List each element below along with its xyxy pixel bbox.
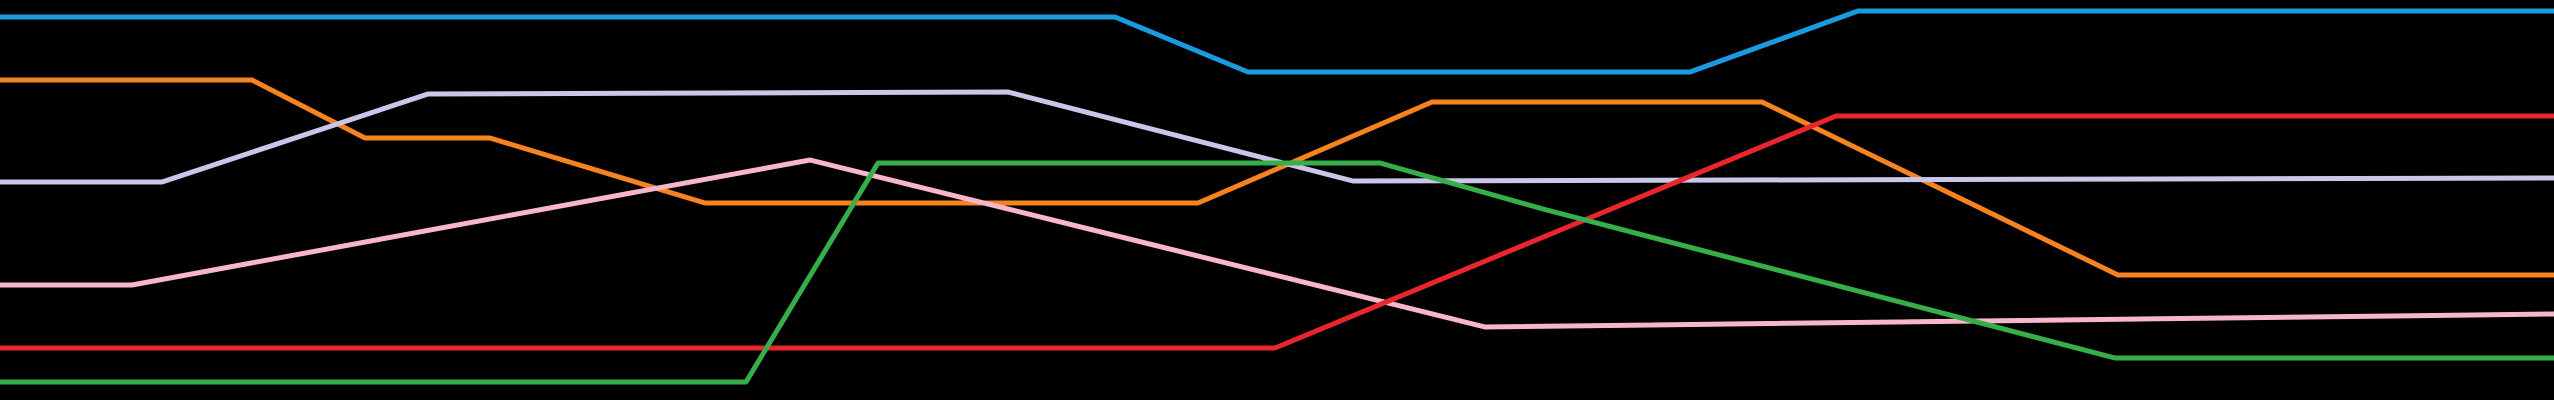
series-line-1 xyxy=(0,8,2554,75)
series-line-4 xyxy=(0,157,2554,330)
series-line-6 xyxy=(0,160,2554,385)
series-line-2 xyxy=(0,77,2554,278)
series-line-3 xyxy=(0,89,2554,185)
series-layer xyxy=(0,8,2554,385)
series-line-5 xyxy=(0,113,2554,351)
